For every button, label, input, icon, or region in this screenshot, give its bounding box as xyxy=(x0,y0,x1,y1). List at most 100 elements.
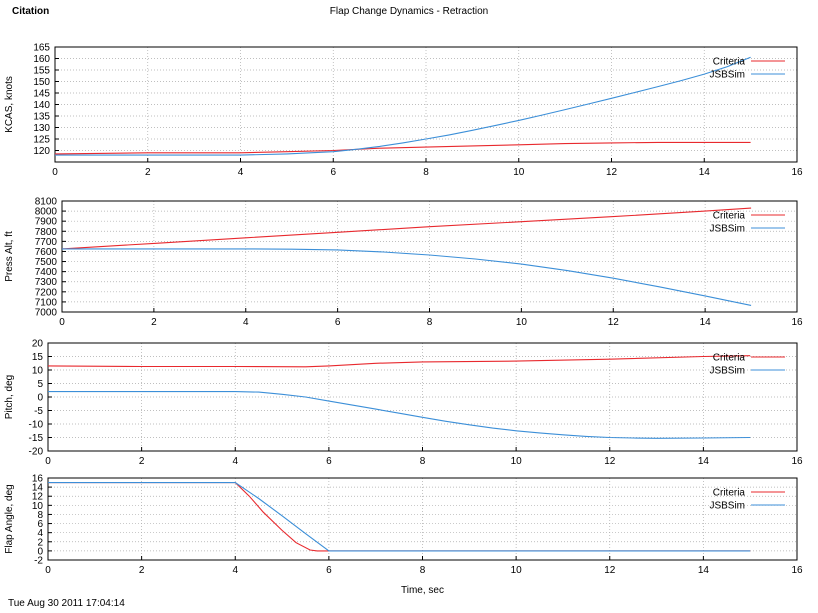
x-tick-label: 0 xyxy=(52,167,58,178)
legend-label-jsbsim: JSBSim xyxy=(709,501,745,512)
y-tick-label: 155 xyxy=(33,66,50,77)
x-tick-label: 4 xyxy=(232,565,238,576)
x-tick-label: 16 xyxy=(791,167,803,178)
series-line-criteria xyxy=(61,207,752,250)
y-axis-label: Pitch, deg xyxy=(4,375,15,419)
x-tick-label: 14 xyxy=(698,565,710,576)
y-tick-label: 120 xyxy=(33,146,50,157)
timestamp: Tue Aug 30 2011 17:04:14 xyxy=(8,598,125,609)
x-tick-label: 8 xyxy=(427,317,433,328)
y-tick-label: 6 xyxy=(37,519,43,530)
x-tick-label: 6 xyxy=(335,317,341,328)
y-tick-label: 10 xyxy=(32,366,44,377)
x-tick-label: 4 xyxy=(232,456,238,467)
x-tick-label: 8 xyxy=(420,456,426,467)
y-tick-label: 14 xyxy=(32,483,44,494)
y-tick-label: -10 xyxy=(29,420,44,431)
y-tick-label: 0 xyxy=(37,393,43,404)
y-tick-label: 145 xyxy=(33,89,50,100)
x-tick-label: 14 xyxy=(698,456,710,467)
x-tick-label: 2 xyxy=(139,565,145,576)
series-line-jsbsim xyxy=(62,248,752,306)
x-tick-label: 10 xyxy=(516,317,528,328)
y-tick-label: 8100 xyxy=(35,197,58,208)
y-tick-label: 0 xyxy=(37,546,43,557)
y-tick-label: 7300 xyxy=(35,277,58,288)
app-name: Citation xyxy=(12,6,50,17)
x-tick-label: 2 xyxy=(145,167,151,178)
legend-label-criteria: Criteria xyxy=(713,353,746,364)
y-tick-label: 135 xyxy=(33,112,50,123)
y-tick-label: 7900 xyxy=(35,217,58,228)
x-tick-label: 12 xyxy=(604,456,616,467)
x-axis-label: Time, sec xyxy=(401,585,444,596)
y-tick-label: -20 xyxy=(29,447,44,458)
y-axis-label: Press Alt, ft xyxy=(4,231,15,282)
x-tick-label: 2 xyxy=(151,317,157,328)
legend-label-criteria: Criteria xyxy=(713,211,746,222)
x-tick-label: 8 xyxy=(420,565,426,576)
x-tick-label: 16 xyxy=(791,565,803,576)
x-tick-label: 12 xyxy=(608,317,620,328)
x-tick-label: 4 xyxy=(243,317,249,328)
series-line-criteria xyxy=(47,355,751,368)
series-line-criteria xyxy=(54,141,751,155)
y-tick-label: -15 xyxy=(29,433,44,444)
y-tick-label: 10 xyxy=(32,501,44,512)
x-tick-label: 8 xyxy=(423,167,429,178)
x-tick-label: 2 xyxy=(139,456,145,467)
y-tick-label: 7700 xyxy=(35,237,58,248)
y-tick-label: 4 xyxy=(37,528,43,539)
y-tick-label: 2 xyxy=(37,537,43,548)
y-tick-label: 16 xyxy=(32,474,44,485)
x-tick-label: 12 xyxy=(606,167,618,178)
legend-label-jsbsim: JSBSim xyxy=(709,224,745,235)
y-tick-label: 7400 xyxy=(35,267,58,278)
y-tick-label: 12 xyxy=(32,492,44,503)
y-tick-label: 7100 xyxy=(35,297,58,308)
plot-panel-2: 0 2 4 6 8 10 12 14 16 700071007200730074007500760… xyxy=(4,197,803,329)
series-line-jsbsim xyxy=(55,56,751,156)
y-tick-label: 7600 xyxy=(35,247,58,258)
series-line-jsbsim xyxy=(48,482,751,552)
y-tick-label: 7000 xyxy=(35,308,58,319)
x-tick-label: 10 xyxy=(513,167,525,178)
x-tick-label: 16 xyxy=(791,456,803,467)
x-tick-label: 0 xyxy=(59,317,65,328)
y-tick-label: 130 xyxy=(33,123,50,134)
x-tick-label: 10 xyxy=(511,456,523,467)
plot-frame xyxy=(61,200,798,313)
y-tick-label: 20 xyxy=(32,339,44,350)
legend-label-criteria: Criteria xyxy=(713,57,746,68)
y-tick-label: 7200 xyxy=(35,287,58,298)
legend-label-criteria: Criteria xyxy=(713,488,746,499)
y-tick-label: -5 xyxy=(34,406,43,417)
page-title: Flap Change Dynamics - Retraction xyxy=(329,6,489,17)
y-tick-label: 8 xyxy=(37,510,43,521)
y-tick-label: -2 xyxy=(34,556,43,567)
y-tick-label: 125 xyxy=(33,135,50,146)
y-tick-label: 15 xyxy=(32,352,44,363)
x-tick-label: 0 xyxy=(45,565,51,576)
x-tick-label: 16 xyxy=(791,317,803,328)
x-tick-label: 6 xyxy=(326,565,332,576)
x-tick-label: 0 xyxy=(45,456,51,467)
x-tick-label: 14 xyxy=(699,167,711,178)
y-tick-label: 7800 xyxy=(35,227,58,238)
series-line-jsbsim xyxy=(48,391,751,439)
y-tick-label: 8000 xyxy=(35,207,58,218)
plot-panel-3: 0 2 4 6 8 10 12 14 16 -20 -15 -10 -5 0 5 10 15 20 Pitch, d… xyxy=(4,339,803,468)
x-tick-label: 6 xyxy=(326,456,332,467)
y-tick-label: 150 xyxy=(33,77,50,88)
y-axis-label: Flap Angle, deg xyxy=(4,484,15,554)
y-tick-label: 140 xyxy=(33,100,50,111)
x-tick-label: 10 xyxy=(511,565,523,576)
x-tick-label: 14 xyxy=(700,317,712,328)
x-tick-label: 12 xyxy=(604,565,616,576)
legend-label-jsbsim: JSBSim xyxy=(709,366,745,377)
plot-panel-1: 0 2 4 6 8 10 12 14 16 120125130135140145150155160… xyxy=(4,43,803,179)
y-tick-label: 5 xyxy=(37,379,43,390)
y-axis-label: KCAS, knots xyxy=(4,76,15,133)
y-tick-label: 165 xyxy=(33,43,50,54)
